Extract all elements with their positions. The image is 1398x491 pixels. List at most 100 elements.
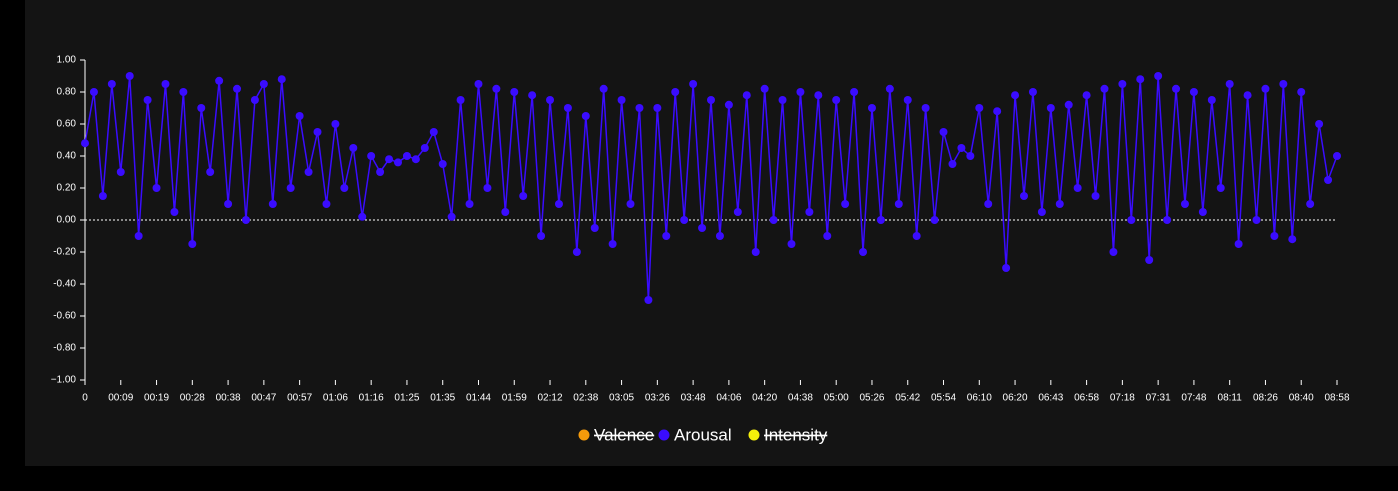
y-tick-label: 0.00: [57, 215, 77, 226]
data-point: [125, 72, 134, 80]
x-tick-label: 04:20: [752, 393, 777, 404]
data-point: [1046, 104, 1055, 112]
y-tick-label: -0.20: [53, 247, 76, 258]
data-point: [814, 91, 823, 100]
data-point: [1100, 84, 1109, 93]
x-tick-label: 03:48: [681, 393, 706, 404]
data-point: [1288, 235, 1297, 244]
data-point: [358, 212, 367, 221]
data-point: [581, 112, 590, 120]
data-point: [385, 155, 394, 164]
data-point: [1163, 216, 1172, 224]
data-point: [528, 91, 537, 100]
x-tick-label: 01:59: [502, 393, 527, 404]
data-point: [1324, 176, 1333, 184]
legend-label[interactable]: Intensity: [764, 425, 828, 444]
y-tick-label: −1.00: [51, 375, 77, 386]
x-tick-label: 00:47: [251, 393, 276, 404]
data-point: [832, 96, 841, 104]
data-point: [653, 104, 662, 112]
data-point: [751, 248, 760, 256]
data-point: [340, 184, 349, 192]
data-point: [1261, 84, 1270, 93]
data-point: [912, 232, 921, 240]
data-point: [733, 208, 742, 216]
data-point: [197, 104, 206, 112]
data-point: [626, 200, 635, 208]
x-tick-label: 08:11: [1218, 393, 1243, 404]
data-point: [1172, 84, 1181, 93]
data-point: [349, 144, 358, 152]
data-point: [286, 184, 295, 192]
data-point: [805, 208, 814, 216]
data-point: [1037, 208, 1046, 216]
data-point: [331, 120, 340, 128]
data-point: [519, 192, 528, 200]
data-point: [179, 88, 188, 96]
data-point: [259, 80, 268, 88]
data-point: [152, 184, 161, 192]
data-point: [850, 88, 859, 96]
data-point: [572, 248, 581, 256]
x-tick-label: 01:16: [359, 393, 384, 404]
data-point: [617, 96, 626, 104]
y-tick-label: 0.40: [57, 151, 77, 162]
x-tick-label: 00:09: [108, 393, 133, 404]
data-point: [689, 80, 698, 88]
data-point: [554, 200, 563, 208]
data-point: [1118, 80, 1127, 88]
panel: [25, 0, 1398, 466]
data-point: [1073, 184, 1082, 192]
data-point: [1082, 91, 1091, 100]
data-point: [966, 152, 975, 160]
data-point: [438, 160, 447, 168]
data-point: [98, 192, 107, 200]
data-point: [957, 144, 966, 152]
data-point: [1145, 256, 1154, 264]
legend-label[interactable]: Arousal: [674, 425, 732, 444]
x-tick-label: 06:43: [1038, 393, 1063, 404]
data-point: [778, 96, 787, 104]
data-point: [1243, 91, 1252, 100]
data-point: [546, 96, 555, 104]
data-point: [1198, 208, 1207, 216]
data-point: [599, 84, 608, 93]
data-point: [367, 152, 376, 160]
x-tick-label: 07:18: [1110, 393, 1135, 404]
legend-label[interactable]: Valence: [594, 425, 654, 444]
x-tick-label: 06:20: [1003, 393, 1028, 404]
x-tick-label: 05:00: [824, 393, 849, 404]
data-point: [420, 144, 429, 152]
data-point: [1127, 216, 1136, 224]
data-point: [841, 200, 850, 208]
data-point: [760, 84, 769, 93]
data-point: [411, 155, 420, 164]
data-point: [1306, 200, 1315, 208]
x-tick-label: 02:38: [573, 393, 598, 404]
y-tick-label: 0.60: [57, 119, 77, 130]
data-point: [1315, 120, 1324, 128]
data-point: [304, 168, 313, 176]
data-point: [1055, 200, 1064, 208]
data-point: [948, 160, 957, 168]
data-point: [894, 200, 903, 208]
data-point: [787, 240, 796, 248]
data-point: [474, 80, 483, 88]
data-point: [456, 96, 465, 104]
x-tick-label: 02:12: [538, 393, 563, 404]
y-tick-label: 0.20: [57, 183, 77, 194]
data-point: [903, 96, 912, 104]
data-point: [1028, 88, 1037, 96]
legend-marker: [748, 429, 760, 441]
data-point: [724, 100, 733, 109]
data-point: [680, 216, 689, 224]
data-point: [1091, 192, 1100, 200]
legend-marker: [658, 429, 670, 441]
data-point: [984, 200, 993, 208]
data-point: [224, 200, 233, 208]
data-point: [563, 104, 572, 112]
data-point: [215, 76, 224, 85]
data-point: [1279, 80, 1288, 88]
